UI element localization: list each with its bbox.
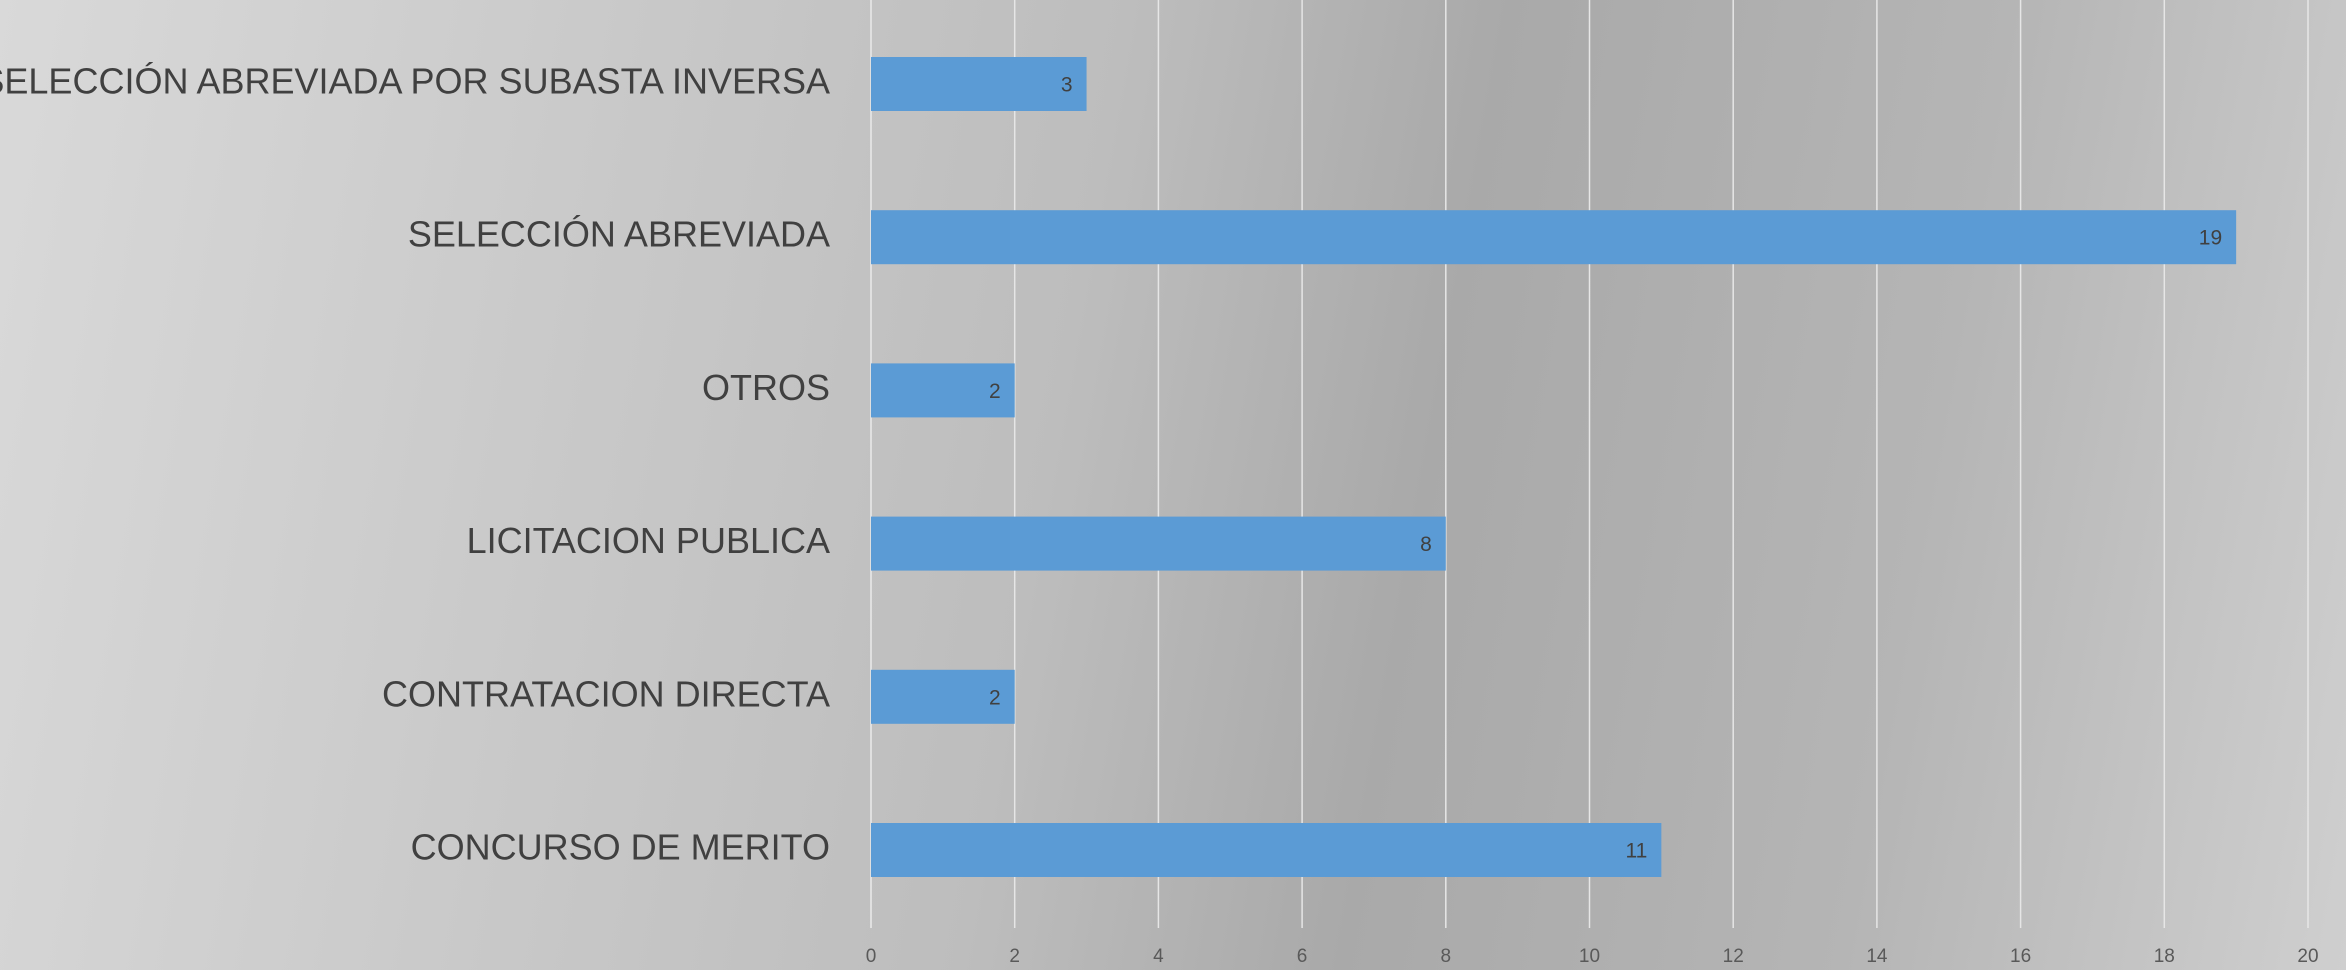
x-tick-label: 0 — [866, 946, 877, 967]
x-tick-label: 14 — [1866, 946, 1888, 967]
y-tick-label: SELECCIÓN ABREVIADA — [408, 214, 830, 255]
y-tick-label: LICITACION PUBLICA — [467, 520, 830, 561]
x-tick-label: 10 — [1579, 946, 1600, 967]
bar — [871, 516, 1446, 571]
data-label: 3 — [1061, 74, 1073, 97]
x-tick-label: 12 — [1723, 946, 1744, 967]
x-tick-label: 20 — [2297, 946, 2318, 967]
data-label: 8 — [1420, 533, 1432, 556]
bar — [871, 57, 1087, 111]
data-label: 2 — [989, 380, 1001, 403]
bar — [871, 823, 1662, 877]
bar — [871, 210, 2237, 265]
y-tick-label: OTROS — [702, 367, 830, 408]
y-tick-label: CONCURSO DE MERITO — [411, 827, 830, 868]
bar — [871, 669, 1015, 724]
x-tick-label: 8 — [1441, 946, 1452, 967]
x-tick-label: 4 — [1153, 946, 1164, 967]
y-tick-label: SELECCIÓN ABREVIADA POR SUBASTA INVERSA — [0, 61, 830, 102]
x-tick-label: 18 — [2154, 946, 2175, 967]
x-tick-label: 2 — [1009, 946, 1020, 967]
bar — [871, 363, 1015, 418]
data-label: 11 — [1626, 840, 1648, 863]
y-tick-label: CONTRATACION DIRECTA — [382, 673, 830, 714]
x-tick-label: 16 — [2010, 946, 2031, 967]
data-label: 2 — [989, 686, 1001, 709]
x-tick-label: 6 — [1297, 946, 1308, 967]
data-label: 19 — [2199, 227, 2222, 250]
